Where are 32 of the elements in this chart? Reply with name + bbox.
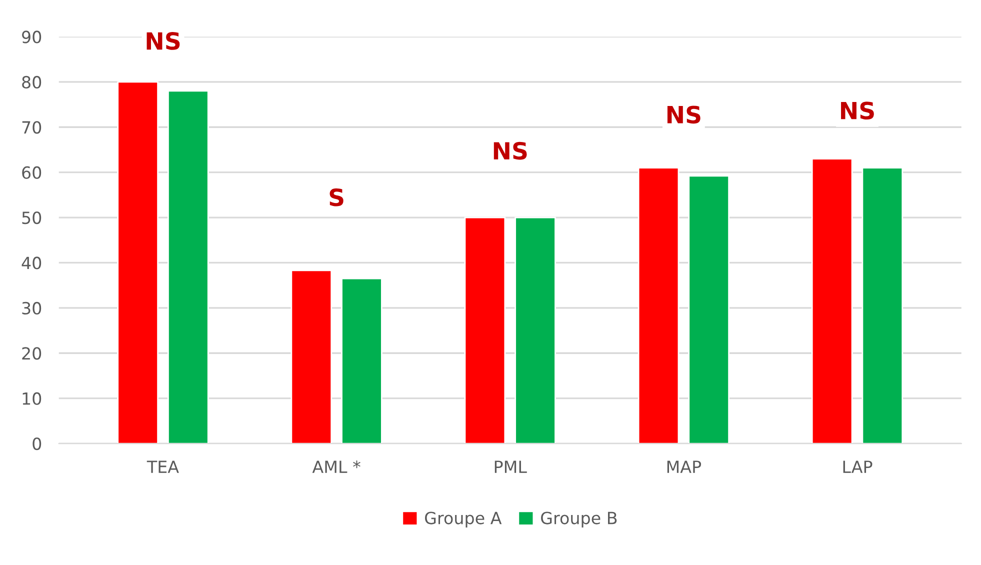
bar bbox=[811, 158, 853, 444]
bar bbox=[290, 270, 332, 444]
y-tick-label: 60 bbox=[22, 166, 42, 179]
annotation: S bbox=[330, 188, 344, 206]
bar bbox=[862, 167, 904, 444]
annotation: NS bbox=[667, 106, 700, 124]
x-tick-label: PML bbox=[494, 460, 527, 473]
y-tick-label: 90 bbox=[22, 30, 42, 44]
y-tick-label: 50 bbox=[22, 211, 42, 224]
x-tick-label: TEA bbox=[146, 460, 179, 473]
x-tick-label: MAP bbox=[667, 460, 702, 473]
y-tick-label: 70 bbox=[22, 121, 42, 134]
legend-label: Groupe A bbox=[425, 512, 502, 528]
bar bbox=[117, 81, 158, 444]
y-tick-label: 0 bbox=[32, 437, 42, 450]
x-tick-label: AML * bbox=[312, 460, 360, 473]
bar bbox=[168, 90, 209, 444]
y-tick-label: 10 bbox=[22, 392, 42, 405]
annotation: NS bbox=[146, 32, 180, 50]
bar bbox=[514, 216, 556, 444]
y-tick-label: 20 bbox=[22, 347, 42, 360]
bar bbox=[341, 278, 382, 444]
y-tick-label: 80 bbox=[22, 76, 42, 88]
x-tick-label: LAP bbox=[843, 460, 872, 473]
bar bbox=[688, 175, 730, 444]
legend-label: Groupe B bbox=[541, 512, 617, 528]
annotation: NS bbox=[841, 102, 874, 120]
y-tick-label: 40 bbox=[22, 256, 42, 270]
y-tick-label: 30 bbox=[22, 302, 42, 314]
bar bbox=[638, 167, 680, 444]
annotation: NS bbox=[494, 142, 527, 160]
bar bbox=[464, 216, 506, 444]
